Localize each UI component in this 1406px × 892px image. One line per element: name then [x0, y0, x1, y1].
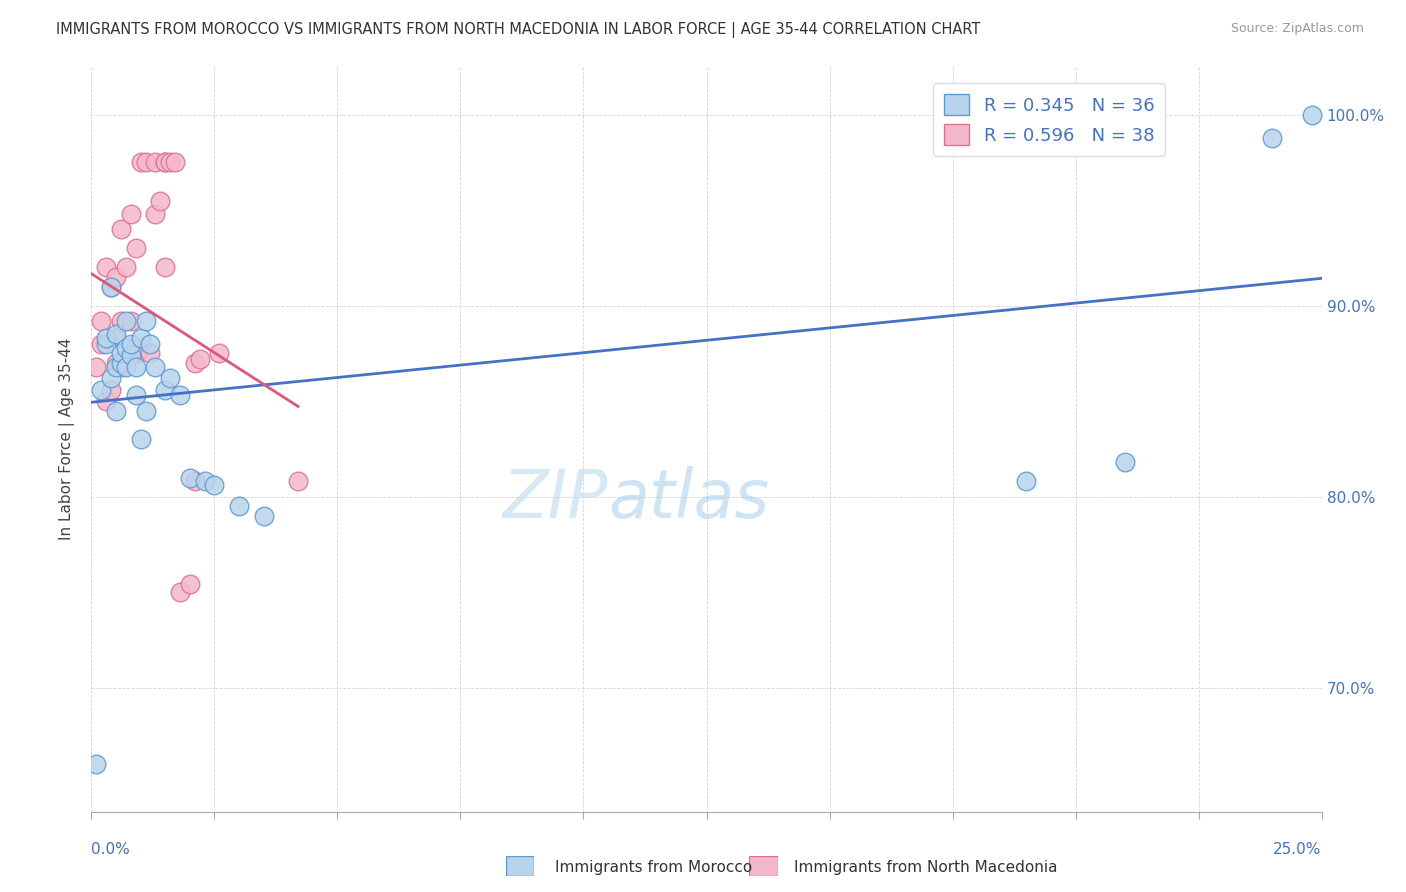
Point — [159, 371, 181, 385]
Point — [135, 314, 156, 328]
Point — [100, 279, 122, 293]
Point — [159, 155, 181, 169]
Point — [179, 577, 201, 591]
Point — [129, 155, 152, 169]
Point — [96, 331, 117, 345]
Point — [90, 383, 112, 397]
Point — [228, 499, 250, 513]
Point — [105, 356, 127, 370]
Point — [129, 432, 152, 446]
Point — [193, 475, 217, 489]
Point — [105, 359, 127, 374]
Point — [124, 359, 146, 374]
Point — [202, 478, 225, 492]
Point — [110, 314, 132, 328]
Point — [110, 346, 132, 360]
Point — [145, 359, 166, 374]
Point — [86, 756, 108, 771]
Point — [1015, 475, 1038, 489]
Text: 25.0%: 25.0% — [1274, 841, 1322, 856]
Point — [183, 356, 207, 370]
Point — [139, 336, 162, 351]
Text: atlas: atlas — [607, 466, 769, 532]
Legend: R = 0.345   N = 36, R = 0.596   N = 38: R = 0.345 N = 36, R = 0.596 N = 38 — [934, 83, 1166, 156]
Point — [124, 241, 146, 255]
Point — [253, 508, 276, 523]
Point — [114, 314, 138, 328]
Point — [90, 314, 112, 328]
Point — [169, 585, 191, 599]
Point — [153, 155, 177, 169]
Point — [90, 336, 112, 351]
Point — [149, 194, 172, 208]
Point — [1301, 108, 1323, 122]
Point — [120, 336, 142, 351]
Point — [96, 336, 117, 351]
Point — [124, 346, 146, 360]
Point — [120, 207, 142, 221]
Point — [208, 346, 231, 360]
Point — [188, 352, 211, 367]
Point — [105, 403, 127, 417]
Text: ZIP: ZIP — [503, 466, 607, 532]
Point — [110, 222, 132, 236]
Point — [96, 260, 117, 275]
Point — [1261, 130, 1284, 145]
Point — [129, 341, 152, 355]
Point — [120, 348, 142, 362]
Point — [139, 346, 162, 360]
Point — [153, 260, 177, 275]
Y-axis label: In Labor Force | Age 35-44: In Labor Force | Age 35-44 — [59, 338, 76, 541]
Point — [287, 475, 309, 489]
Point — [135, 403, 156, 417]
Point — [100, 383, 122, 397]
Point — [110, 356, 132, 370]
Point — [100, 279, 122, 293]
Point — [114, 341, 138, 355]
Text: IMMIGRANTS FROM MOROCCO VS IMMIGRANTS FROM NORTH MACEDONIA IN LABOR FORCE | AGE : IMMIGRANTS FROM MOROCCO VS IMMIGRANTS FR… — [56, 22, 980, 38]
Point — [129, 331, 152, 345]
Point — [163, 155, 186, 169]
Point — [120, 314, 142, 328]
Point — [135, 155, 156, 169]
Point — [110, 359, 132, 374]
Point — [105, 327, 127, 342]
Point — [96, 394, 117, 409]
Point — [114, 260, 138, 275]
Point — [169, 388, 191, 402]
Point — [145, 155, 166, 169]
Point — [124, 388, 146, 402]
Text: Immigrants from Morocco: Immigrants from Morocco — [555, 860, 752, 874]
Text: Source: ZipAtlas.com: Source: ZipAtlas.com — [1230, 22, 1364, 36]
Point — [153, 383, 177, 397]
Text: Immigrants from North Macedonia: Immigrants from North Macedonia — [794, 860, 1057, 874]
Point — [1114, 455, 1136, 469]
Point — [114, 359, 138, 374]
Text: 0.0%: 0.0% — [91, 841, 131, 856]
Point — [105, 270, 127, 285]
Point — [100, 371, 122, 385]
Point — [153, 155, 177, 169]
Point — [179, 470, 201, 484]
Point — [114, 346, 138, 360]
Point — [145, 207, 166, 221]
Point — [183, 475, 207, 489]
Point — [86, 359, 108, 374]
Point — [105, 331, 127, 345]
